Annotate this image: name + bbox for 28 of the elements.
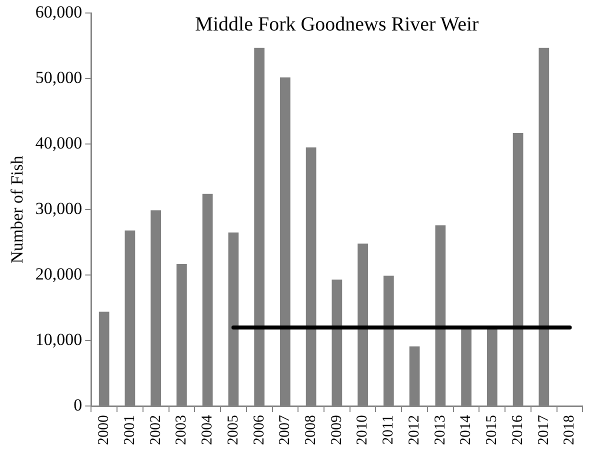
- y-tick-label: 60,000: [35, 2, 82, 22]
- x-tick-label: 2016: [510, 414, 526, 445]
- x-tick-label: 2001: [122, 415, 138, 445]
- x-tick-label: 2006: [251, 414, 268, 445]
- x-tick-label: 2008: [303, 415, 320, 445]
- y-tick-label: 20,000: [35, 264, 82, 284]
- y-tick-label: 10,000: [35, 330, 82, 349]
- x-tick-label: 2007: [277, 414, 294, 445]
- x-tick-label: 2000: [96, 415, 112, 445]
- y-tick-label: 30,000: [35, 199, 82, 218]
- x-tick-label: 2012: [406, 415, 422, 445]
- x-tick-label: 2009: [328, 415, 345, 445]
- y-tick-label: 50,000: [35, 68, 82, 88]
- x-tick-label: 2004: [200, 414, 216, 445]
- x-tick-label: 2003: [174, 415, 190, 445]
- y-tick-label: 40,000: [35, 134, 82, 153]
- x-tick-label: 2002: [148, 415, 164, 445]
- x-tick-label: 2010: [354, 415, 371, 445]
- y-tick-label: 0: [74, 395, 82, 414]
- x-tick-label: 2017: [536, 414, 552, 445]
- chart-title: Middle Fork Goodnews River Weir: [195, 13, 480, 36]
- x-tick-label: 2015: [484, 415, 500, 445]
- x-tick-label: 2013: [432, 415, 448, 445]
- x-tick-label: 2011: [380, 415, 397, 444]
- x-tick-label: 2018: [562, 415, 578, 445]
- x-tick-label: 2005: [225, 415, 242, 445]
- x-tick-label: 2014: [458, 414, 474, 445]
- y-axis-title: Number of Fish: [8, 155, 27, 264]
